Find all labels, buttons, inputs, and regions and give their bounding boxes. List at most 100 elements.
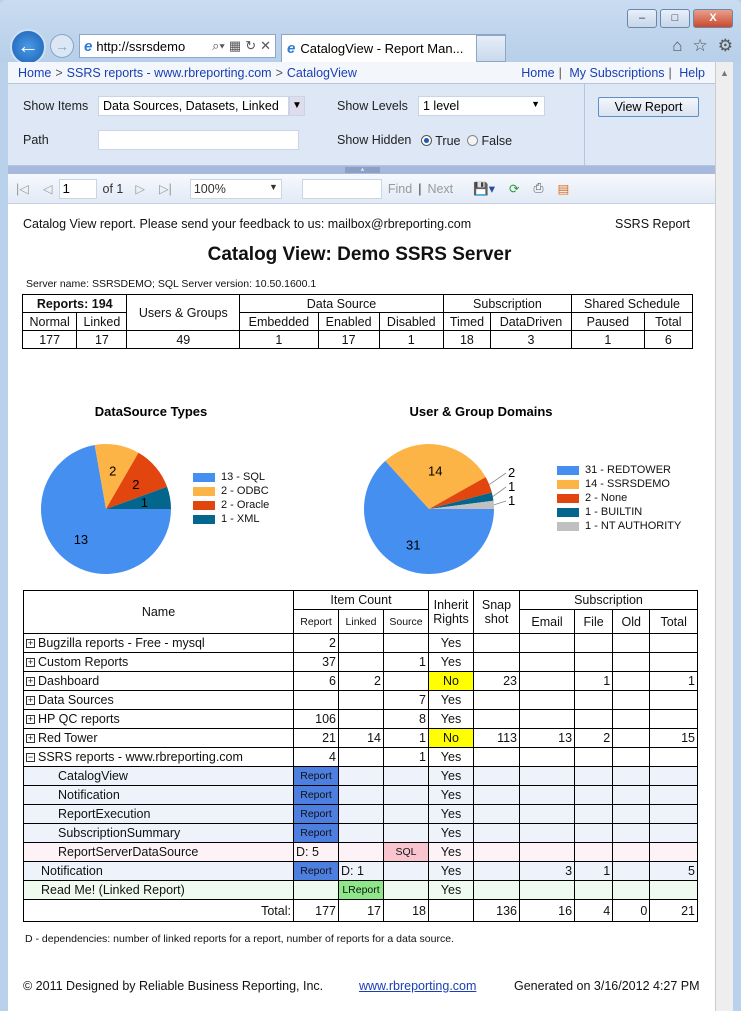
find-link[interactable]: Find [387, 181, 413, 196]
cell-report: 37 [293, 652, 339, 672]
export-icon[interactable]: 💾▾ [473, 181, 495, 196]
last-page-icon[interactable]: ▷| [158, 182, 172, 196]
print-icon[interactable]: ⎙ [533, 181, 544, 195]
row-name[interactable]: ReportExecution [23, 804, 294, 824]
cell-total [649, 652, 698, 672]
show-items-select[interactable]: Data Sources, Datasets, Linked [98, 96, 289, 116]
expand-icon[interactable]: + [26, 695, 35, 706]
help-link[interactable]: Help [679, 65, 705, 80]
breadcrumb: Home > SSRS reports - www.rbreporting.com… [8, 62, 715, 84]
legend-label: 31 - REDTOWER [585, 464, 671, 476]
home-link[interactable]: Home [521, 65, 555, 80]
find-input[interactable] [301, 178, 382, 199]
refresh-icon[interactable]: ⟳ [508, 182, 520, 196]
cell-source [383, 880, 429, 900]
expand-icon[interactable]: + [26, 657, 35, 668]
my-subscriptions-link[interactable]: My Subscriptions [569, 65, 665, 80]
forward-arrow-icon[interactable]: → [50, 34, 74, 58]
row-name[interactable]: + Custom Reports [23, 652, 294, 672]
search-icon[interactable]: ⌕▾ [212, 38, 225, 53]
expand-icon[interactable]: + [26, 714, 35, 725]
row-name-text: Data Sources [38, 693, 114, 707]
chevron-down-icon[interactable]: ▼ [289, 96, 305, 116]
row-name[interactable]: + Red Tower [23, 728, 294, 748]
row-name-text: Red Tower [38, 731, 98, 745]
breadcrumb-home[interactable]: Home [18, 65, 52, 80]
expand-icon[interactable]: + [26, 638, 35, 649]
row-name[interactable]: SubscriptionSummary [23, 823, 294, 843]
legend-swatch [557, 507, 579, 517]
row-name[interactable]: + Data Sources [23, 690, 294, 710]
compat-icon[interactable]: ▦ [228, 38, 242, 53]
cell-source [383, 671, 429, 691]
path-input[interactable] [98, 130, 299, 150]
radio-false[interactable]: False [467, 134, 512, 148]
back-arrow-icon[interactable]: ← [10, 29, 46, 65]
prev-page-icon[interactable]: ◁ [42, 182, 53, 196]
view-report-button[interactable]: View Report [598, 97, 699, 117]
minimize-button[interactable]: – [627, 9, 657, 28]
expand-icon[interactable]: + [26, 733, 35, 744]
row-name[interactable]: + HP QC reports [23, 709, 294, 729]
legend-swatch [557, 465, 579, 475]
cell-snap [473, 747, 520, 767]
expand-icon[interactable]: + [26, 676, 35, 687]
table-row: + HP QC reports 106 8 Yes [23, 709, 698, 729]
stop-icon[interactable]: ✕ [260, 38, 271, 53]
close-window-button[interactable]: X [693, 9, 733, 28]
next-page-icon[interactable]: ▷ [135, 182, 145, 196]
cell-snap [473, 785, 520, 805]
row-name[interactable]: Read Me! (Linked Report) [23, 880, 294, 900]
collapse-arrow-icon[interactable]: ▲ [345, 167, 380, 173]
name-header: Name [23, 590, 294, 634]
zoom-select[interactable]: 100% ▼ [189, 178, 282, 199]
first-page-icon[interactable]: |◁ [16, 182, 29, 196]
maximize-button[interactable]: □ [660, 9, 690, 28]
row-name[interactable]: Notification [23, 861, 294, 881]
legend-swatch [193, 514, 215, 524]
address-text[interactable]: http://ssrsdemo [96, 38, 186, 54]
row-name[interactable]: − SSRS reports - www.rbreporting.com [23, 747, 294, 767]
rbreporting-link[interactable]: www.rbreporting.com [359, 979, 477, 993]
pie-data-label: 1 [508, 479, 515, 494]
row-name[interactable]: CatalogView [23, 766, 294, 786]
next-link[interactable]: Next [427, 181, 454, 196]
data-source-header: Data Source [239, 294, 444, 313]
cell-total [649, 633, 698, 653]
cell-old [612, 747, 651, 767]
cell-report [293, 690, 339, 710]
page-input[interactable] [58, 178, 97, 199]
collapse-icon[interactable]: − [26, 752, 35, 763]
breadcrumb-catalogview[interactable]: CatalogView [286, 65, 357, 80]
cell-linked: LReport [338, 880, 384, 900]
row-name[interactable]: Notification [23, 785, 294, 805]
row-name[interactable]: + Dashboard [23, 671, 294, 691]
favorites-star-icon[interactable]: ☆ [692, 36, 708, 55]
breadcrumb-ssrs-reports[interactable]: SSRS reports - www.rbreporting.com [66, 65, 272, 80]
row-name[interactable]: ReportServerDataSource [23, 842, 294, 862]
gear-icon[interactable]: ⚙ [717, 36, 733, 55]
data-feed-icon[interactable]: ▤ [557, 182, 570, 196]
row-name-text: Bugzilla reports - Free - mysql [38, 636, 205, 650]
snapshot-header: Snap shot [473, 590, 520, 634]
cell-snap [473, 842, 520, 862]
cell-email [518, 690, 576, 710]
radio-true[interactable]: True [421, 134, 461, 148]
scroll-up-icon[interactable]: ▲ [720, 68, 729, 78]
show-levels-select[interactable]: 1 level ▼ [418, 96, 545, 116]
address-bar[interactable]: e http://ssrsdemo ⌕▾ ▦ ↻ ✕ [79, 34, 276, 58]
refresh-icon[interactable]: ↻ [245, 38, 257, 53]
vertical-scrollbar[interactable]: ▲ [715, 62, 733, 1011]
total-old: 0 [612, 899, 651, 922]
row-name-text: Dashboard [38, 674, 100, 688]
radio-false-label: False [481, 134, 513, 148]
show-hidden-label: Show Hidden [337, 133, 412, 147]
row-name[interactable]: + Bugzilla reports - Free - mysql [23, 633, 294, 653]
new-tab-button[interactable] [476, 35, 506, 62]
ie-logo-icon: e [84, 37, 93, 55]
home-icon[interactable]: ⌂ [672, 36, 683, 55]
summary-table: Reports: 194 Users & Groups Data Source … [21, 294, 694, 349]
collapse-splitter[interactable]: ▲ [8, 166, 715, 174]
cell-old [612, 785, 651, 805]
browser-tab[interactable]: e CatalogView - Report Man... ✕ [281, 34, 506, 62]
